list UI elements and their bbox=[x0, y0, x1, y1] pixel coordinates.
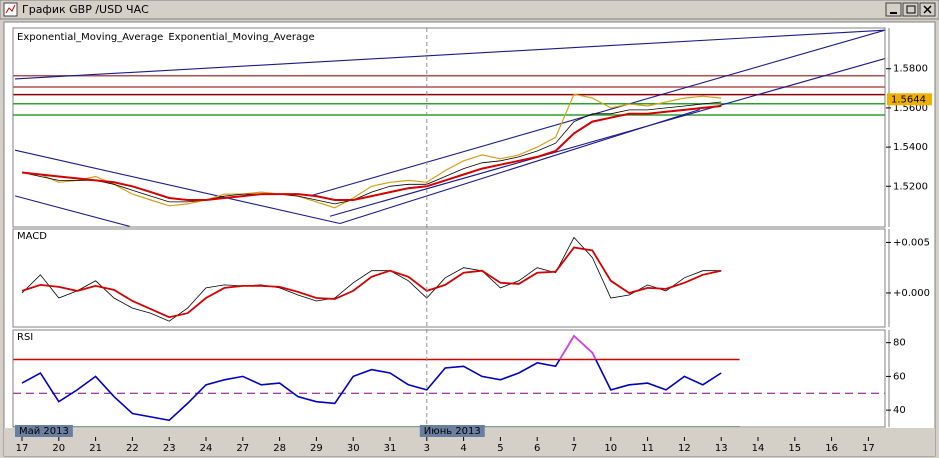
trend-line bbox=[14, 195, 130, 227]
maximize-button[interactable] bbox=[902, 2, 919, 17]
panel-frame bbox=[12, 228, 886, 328]
panel bbox=[13, 29, 885, 227]
window-icon-glyph bbox=[5, 4, 16, 14]
month-label: Май 2013 bbox=[19, 426, 69, 437]
x-tick-label: 5 bbox=[497, 443, 503, 454]
legend-entry: Exponential_Moving_Average bbox=[168, 32, 314, 43]
y-tick-label: 1.5400 bbox=[893, 142, 928, 153]
x-tick-label: 17 bbox=[862, 443, 875, 454]
y-tick-label: 1.5200 bbox=[893, 181, 928, 192]
x-tick-label: 12 bbox=[678, 443, 691, 454]
panel bbox=[21, 236, 722, 322]
y-tick-label: 1.5800 bbox=[893, 64, 928, 75]
legend-entry: Exponential_Moving_Average bbox=[17, 32, 163, 43]
x-tick-label: 4 bbox=[460, 443, 466, 454]
series-line bbox=[21, 246, 722, 319]
x-tick-label: 20 bbox=[52, 443, 65, 454]
x-tick-label: 11 bbox=[641, 443, 654, 454]
maximize-glyph bbox=[906, 5, 916, 14]
panel-label: RSI bbox=[17, 332, 33, 343]
y-tick-label: 1.5600 bbox=[893, 103, 928, 114]
month-label-box bbox=[419, 425, 485, 437]
series-line bbox=[21, 101, 722, 205]
x-tick-label: 13 bbox=[715, 443, 728, 454]
trend-line bbox=[329, 58, 885, 217]
month-label-box bbox=[15, 425, 73, 437]
y-tick-label: +0.000 bbox=[893, 288, 930, 299]
series-line bbox=[21, 236, 722, 322]
x-tick-label: 21 bbox=[89, 443, 102, 454]
x-tick-label: 29 bbox=[310, 443, 323, 454]
x-tick-label: 14 bbox=[752, 443, 765, 454]
x-tick-label: 27 bbox=[236, 443, 249, 454]
minimize-button[interactable] bbox=[885, 2, 902, 17]
panel-frame bbox=[12, 27, 886, 228]
x-tick-label: 30 bbox=[347, 443, 360, 454]
trend-line bbox=[14, 29, 885, 80]
x-tick-label: 22 bbox=[126, 443, 139, 454]
title-bar bbox=[0, 0, 939, 20]
month-label: Июнь 2013 bbox=[424, 426, 481, 437]
last-price-label: 1.5644 bbox=[891, 94, 926, 105]
last-price-box bbox=[887, 93, 932, 106]
y-tick-label: 60 bbox=[893, 371, 906, 382]
window-buttons[interactable] bbox=[885, 2, 936, 17]
series-line bbox=[21, 105, 722, 201]
x-tick-label: 7 bbox=[571, 443, 577, 454]
x-tick-label: 23 bbox=[163, 443, 176, 454]
trend-line bbox=[14, 149, 341, 225]
close-glyph bbox=[923, 5, 932, 14]
trend-line bbox=[309, 29, 885, 197]
x-tick-label: 17 bbox=[16, 443, 29, 454]
x-tick-label: 24 bbox=[200, 443, 213, 454]
window-title: График GBP /USD ЧАС bbox=[22, 3, 149, 16]
x-tick-label: 16 bbox=[825, 443, 838, 454]
x-tick-label: 31 bbox=[384, 443, 397, 454]
series-line bbox=[21, 93, 722, 209]
y-tick-label: 80 bbox=[893, 338, 906, 349]
x-tick-label: 28 bbox=[273, 443, 286, 454]
y-tick-label: 40 bbox=[893, 405, 906, 416]
panel-label: MACD bbox=[17, 231, 47, 242]
series-line bbox=[21, 334, 722, 422]
x-tick-label: 10 bbox=[604, 443, 617, 454]
trend-line bbox=[339, 108, 701, 224]
x-tick-label: 6 bbox=[534, 443, 540, 454]
y-tick-label: +0.005 bbox=[893, 237, 930, 248]
plots: 1.5200 1.5400 1.5600 1.5800 Exponential_Movi… bbox=[12, 27, 932, 454]
x-tick-label: 15 bbox=[788, 443, 801, 454]
x-tick-label: 3 bbox=[424, 443, 430, 454]
panel bbox=[13, 334, 885, 427]
